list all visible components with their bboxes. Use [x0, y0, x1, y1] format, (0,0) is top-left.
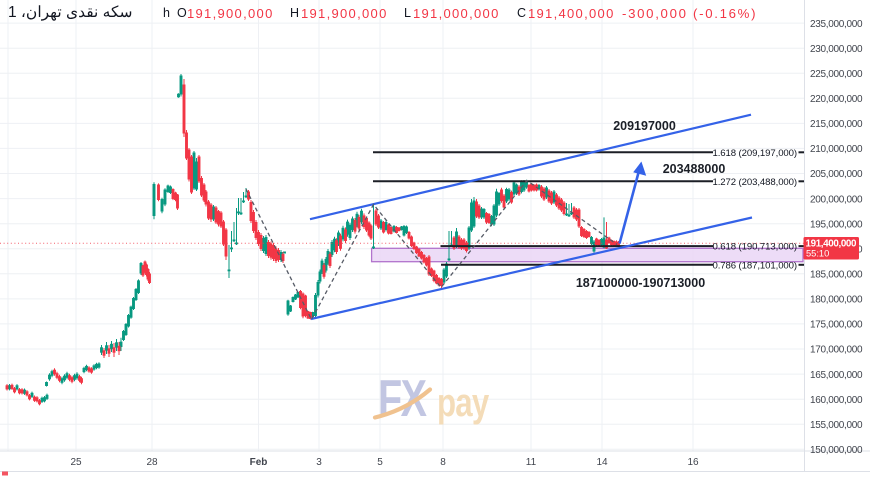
svg-text:Feb: Feb [250, 457, 268, 468]
svg-text:175,000,000: 175,000,000 [810, 320, 863, 331]
svg-text:195,000,000: 195,000,000 [810, 219, 863, 230]
svg-text:14: 14 [596, 457, 608, 468]
svg-text:215,000,000: 215,000,000 [810, 119, 863, 130]
svg-text:180,000,000: 180,000,000 [810, 295, 863, 306]
svg-text:5: 5 [377, 457, 383, 468]
svg-text:0.786 (187,101,000): 0.786 (187,101,000) [712, 260, 797, 271]
svg-text:25: 25 [70, 457, 82, 468]
svg-text:8: 8 [440, 457, 446, 468]
svg-text:185,000,000: 185,000,000 [810, 270, 863, 281]
svg-text:55:10: 55:10 [806, 249, 829, 259]
svg-text:28: 28 [146, 457, 158, 468]
svg-text:1.272 (203,488,000): 1.272 (203,488,000) [712, 177, 797, 188]
svg-text:191,400,000: 191,400,000 [806, 238, 858, 249]
svg-text:205,000,000: 205,000,000 [810, 169, 863, 180]
svg-text:155,000,000: 155,000,000 [810, 420, 863, 431]
svg-text:160,000,000: 160,000,000 [810, 395, 863, 406]
svg-text:200,000,000: 200,000,000 [810, 194, 863, 205]
svg-text:210,000,000: 210,000,000 [810, 144, 863, 155]
svg-text:3: 3 [316, 457, 322, 468]
svg-text:220,000,000: 220,000,000 [810, 94, 863, 105]
svg-text:170,000,000: 170,000,000 [810, 345, 863, 356]
svg-text:209197000: 209197000 [613, 119, 676, 133]
svg-text:11: 11 [526, 457, 537, 468]
svg-text:235,000,000: 235,000,000 [810, 19, 863, 30]
svg-text:225,000,000: 225,000,000 [810, 69, 863, 80]
svg-text:187100000-190713000: 187100000-190713000 [576, 276, 705, 290]
svg-text:230,000,000: 230,000,000 [810, 44, 863, 55]
svg-text:1.618 (209,197,000): 1.618 (209,197,000) [712, 148, 797, 159]
svg-text:150,000,000: 150,000,000 [810, 445, 863, 456]
svg-text:165,000,000: 165,000,000 [810, 370, 863, 381]
svg-text:16: 16 [687, 457, 699, 468]
svg-text:0.618 (190,713,000): 0.618 (190,713,000) [712, 242, 797, 253]
svg-text:pay: pay [437, 380, 489, 425]
svg-text:203488000: 203488000 [663, 162, 726, 176]
